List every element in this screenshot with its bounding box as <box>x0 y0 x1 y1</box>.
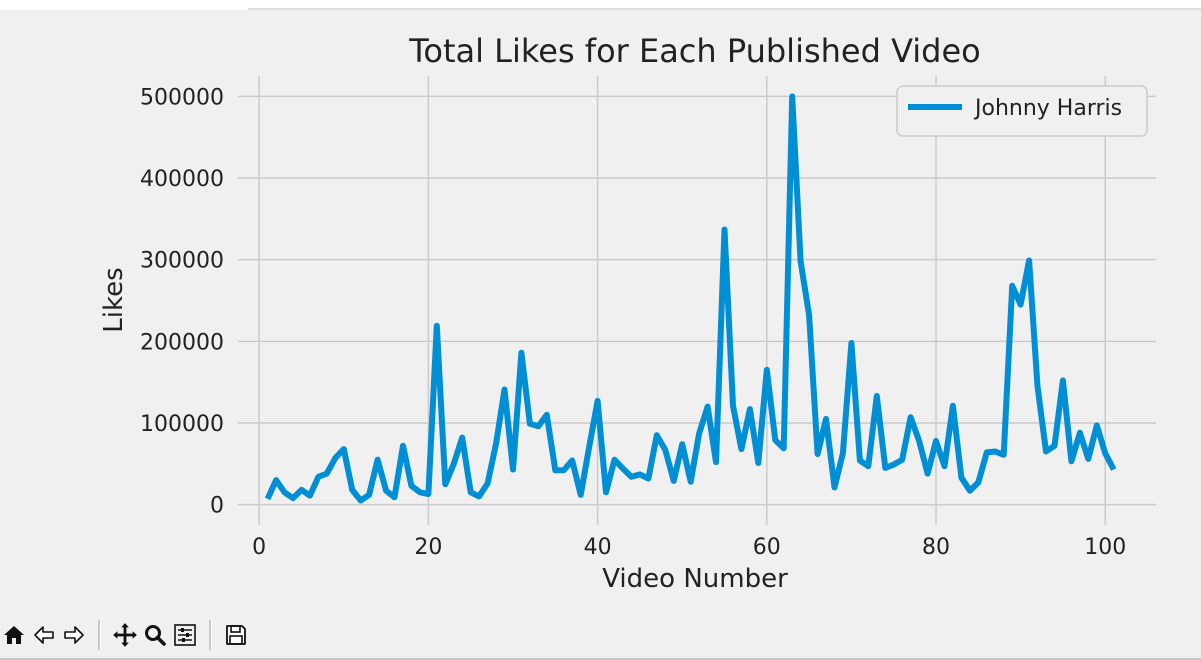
back-button[interactable] <box>30 620 58 650</box>
window-bottom-edge <box>0 658 1201 660</box>
move-icon <box>113 623 137 647</box>
x-tick-label: 80 <box>922 535 950 560</box>
navigation-toolbar <box>0 614 1201 656</box>
y-axis-label: Likes <box>99 267 129 332</box>
home-icon <box>4 626 24 644</box>
sliders-icon <box>174 624 196 646</box>
y-tick-label: 200000 <box>140 330 224 355</box>
x-tick-label: 40 <box>584 535 612 560</box>
save-button[interactable] <box>222 620 250 650</box>
toolbar-separator <box>209 620 212 650</box>
x-tick-label: 20 <box>414 535 442 560</box>
x-axis-label: Video Number <box>602 564 788 594</box>
axes-layer: 0 20 40 60 80 100 0 100000 200000 300000 400000 500… <box>140 85 1126 560</box>
legend-entry-label: Johnny Harris <box>973 96 1122 121</box>
arrow-right-icon <box>64 626 84 644</box>
line-chart: 0 20 40 60 80 100 0 100000 200000 300000 400000 500… <box>99 32 1156 594</box>
series-line <box>264 93 1117 504</box>
magnifier-icon <box>145 625 166 646</box>
x-tick-label: 0 <box>252 535 266 560</box>
x-tick-label: 60 <box>753 535 781 560</box>
y-tick-label: 100000 <box>140 412 224 437</box>
configure-subplots-button[interactable] <box>171 620 199 650</box>
window-top-edge <box>0 0 1201 10</box>
chart-title: Total Likes for Each Published Video <box>408 32 980 70</box>
arrow-left-icon <box>34 626 54 644</box>
floppy-disk-icon <box>226 625 246 645</box>
home-button[interactable] <box>0 620 28 650</box>
forward-button[interactable] <box>60 620 88 650</box>
legend-box <box>896 85 1148 137</box>
y-tick-label: 0 <box>210 494 224 519</box>
legend: Johnny Harris <box>896 85 1148 137</box>
grid-lines <box>238 76 1156 525</box>
toolbar-separator <box>98 620 101 650</box>
pan-button[interactable] <box>111 620 139 650</box>
y-tick-label: 300000 <box>140 249 224 274</box>
y-tick-label: 400000 <box>140 167 224 192</box>
zoom-button[interactable] <box>141 620 169 650</box>
y-tick-label: 500000 <box>140 85 224 110</box>
x-tick-label: 100 <box>1084 535 1126 560</box>
series-layer <box>264 93 1117 504</box>
